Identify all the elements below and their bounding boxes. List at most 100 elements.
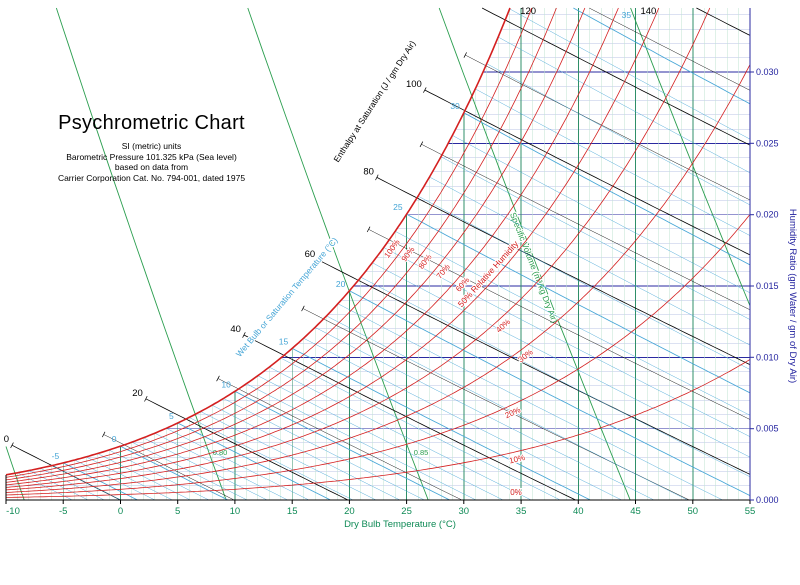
rh-curve-80 (5, 7, 557, 481)
wet-bulb-line--3 (86, 456, 173, 501)
rh-label-10: 10% (508, 453, 526, 465)
specific-volume-line-0.85 (247, 7, 429, 501)
wet-bulb-line-2 (143, 437, 268, 501)
axes: -10 -5 0 5 10 15 20 25 30 35 40 45 50 550.0000.0050.0… (5, 8, 798, 530)
wet-bulb-line-30 (463, 112, 751, 266)
chart-subtitle-line-2: Barometric Pressure 101.325 kPa (Sea lev… (66, 151, 237, 162)
wet-bulb-label-30: 30 (450, 101, 460, 111)
enthalpy-scale-tick-0 (10, 442, 14, 449)
wet-bulb-line--4 (74, 459, 155, 501)
x-axis-title: Dry Bulb Temperature (°C) (344, 519, 456, 530)
wet-bulb-line-5 (177, 422, 331, 501)
x-tick-label-0: 0 (118, 506, 123, 517)
wet-bulb-line--8 (28, 470, 89, 501)
rh-label-50: 50% Relative Humidity (456, 238, 521, 309)
wet-bulb-line-31 (475, 88, 751, 236)
wet-bulb-line-0 (120, 445, 228, 501)
y-tick-label-0.025: 0.025 (756, 138, 779, 148)
chart-subtitle-line-4: Carrier Corporation Cat. No. 794-001, da… (57, 172, 246, 183)
rh-label-0: 0% (510, 488, 522, 497)
enthalpy-scale-tick-40 (242, 332, 246, 338)
y-tick-label-0.000: 0.000 (756, 495, 779, 505)
x-tick-label-10: 10 (230, 506, 241, 517)
y-tick-label-0.015: 0.015 (756, 281, 779, 291)
specific-volume-label-0.80: 0.80 (213, 448, 228, 457)
wet-bulb-line-16 (303, 338, 622, 501)
wet-bulb-label-5: 5 (169, 411, 174, 421)
enthalpy-line-40 (243, 334, 576, 501)
enthalpy-scale-tick-10 (101, 431, 106, 438)
rh-curve-100 (5, 7, 511, 476)
wet-bulb-line-26 (417, 195, 751, 370)
x-tick-label-45: 45 (630, 506, 641, 517)
enthalpy-line-10 (103, 434, 235, 501)
y-tick-label-0.030: 0.030 (756, 67, 779, 77)
relative-humidity-curves: 100%90% 80%70%60%40%30%20%10%0%50% Relati… (5, 7, 751, 498)
rh-curve-40 (5, 7, 711, 491)
enthalpy-line-80 (376, 177, 751, 365)
wet-bulb-line-12 (257, 375, 504, 501)
enthalpy-line-110 (465, 54, 751, 201)
enthalpy-label-40: 40 (230, 324, 241, 335)
wet-bulb-line--5 (63, 462, 138, 501)
enthalpy-scale-tick-30 (216, 375, 220, 382)
x-tick-label-30: 30 (459, 506, 470, 517)
wet-bulb-label-15: 15 (279, 336, 289, 346)
wet-bulb-label--5: -5 (52, 451, 60, 461)
wet-bulb-line-17 (314, 327, 655, 501)
y-tick-label-0.010: 0.010 (756, 352, 779, 362)
rh-curve-30 (5, 64, 751, 493)
wet-bulb-line-28 (440, 156, 751, 320)
wet-bulb-line-13 (269, 366, 532, 501)
x-tick-label-40: 40 (573, 506, 584, 517)
wet-bulb-line-35 (573, 7, 751, 105)
rh-curve-50 (5, 7, 660, 488)
enthalpy-label-140: 140 (640, 6, 656, 17)
rh-curve-20 (5, 214, 751, 496)
wet-bulb-line-18 (326, 315, 688, 501)
enthalpy-scale-tick-20 (144, 395, 148, 402)
wet-bulb-line-6 (188, 417, 354, 501)
enthalpy-scale-tick-60 (316, 257, 320, 263)
rh-curve-10 (5, 359, 751, 498)
enthalpy-line-90 (421, 144, 751, 311)
x-tick-label--10: -10 (6, 506, 20, 517)
wet-bulb-label-10: 10 (221, 379, 231, 389)
x-tick-label-15: 15 (287, 506, 298, 517)
wet-bulb-line-24 (395, 231, 751, 416)
specific-volume-label-0.85: 0.85 (414, 448, 429, 457)
enthalpy-scale-tick-100 (423, 87, 427, 93)
enthalpy-line-30 (217, 378, 462, 501)
x-tick-label-5: 5 (175, 506, 180, 517)
wet-bulb-label-20: 20 (336, 279, 346, 289)
rh-curve-60 (5, 7, 619, 486)
wet-bulb-label-35: 35 (622, 10, 632, 20)
wet-bulb-line-29 (452, 135, 751, 294)
enthalpy-scale-tick-90 (419, 141, 424, 148)
y-tick-label-0.005: 0.005 (756, 424, 779, 434)
wet-bulb-line-32 (486, 63, 751, 206)
wet-bulb-line-10 (234, 390, 450, 501)
enthalpy-label-80: 80 (363, 166, 374, 177)
enthalpy-line-20 (145, 398, 349, 501)
rh-label-100: 100% (382, 238, 401, 260)
enthalpy-line-70 (368, 229, 751, 420)
rh-curve-90 (5, 7, 533, 478)
wet-bulb-line-20 (349, 290, 751, 496)
enthalpy-line-100 (424, 89, 751, 256)
wet-bulb-line-34 (509, 8, 751, 140)
wet-bulb-line--7 (40, 467, 105, 501)
wet-bulb-line-11 (246, 383, 477, 501)
wet-bulb-line-19 (337, 303, 723, 501)
enthalpy-label-0: 0 (4, 434, 9, 445)
wet-bulb-line-15 (292, 348, 591, 501)
wet-bulb-line-1 (131, 441, 248, 501)
chart-title: Psychrometric Chart (58, 112, 245, 134)
wet-bulb-line-25 (406, 213, 751, 394)
enthalpy-label-100: 100 (406, 79, 422, 90)
wet-bulb-line-14 (280, 357, 561, 501)
specific-volume-line-0.9 (438, 7, 631, 501)
wet-bulb-line-22 (372, 262, 751, 458)
